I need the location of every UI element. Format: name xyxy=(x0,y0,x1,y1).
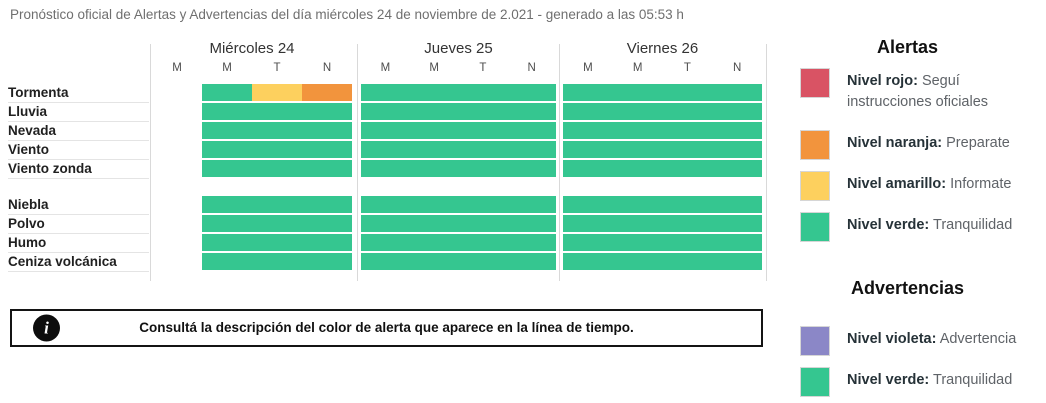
legend-swatch-yellow xyxy=(800,171,830,201)
page-title: Pronóstico oficial de Alertas y Adverten… xyxy=(10,7,684,22)
legend-swatch-orange xyxy=(800,130,830,160)
period-label: T xyxy=(479,62,487,74)
day-header-jueves-25: Jueves 25 xyxy=(424,40,493,57)
info-banner-text: Consultá la descripción del color de ale… xyxy=(139,320,634,335)
info-icon: i xyxy=(33,314,60,342)
legend-heading-alertas: Alertas xyxy=(876,37,939,57)
row-label-viento: Viento xyxy=(8,141,149,160)
forecast-cell-green[interactable] xyxy=(202,84,252,101)
period-label: T xyxy=(683,62,691,74)
period-label: M xyxy=(632,62,643,74)
forecast-cell-green[interactable] xyxy=(563,160,762,177)
forecast-cell-green[interactable] xyxy=(361,141,556,158)
forecast-cell-green[interactable] xyxy=(563,196,762,213)
period-label: M xyxy=(172,62,182,74)
forecast-cell-green[interactable] xyxy=(563,103,762,120)
day-header-mi-rcoles-24: Miércoles 24 xyxy=(209,40,295,57)
legend-swatch-red xyxy=(800,68,830,98)
forecast-cell-green[interactable] xyxy=(202,234,352,251)
forecast-cell-green[interactable] xyxy=(202,122,352,139)
legend-item-level: Nivel naranja: xyxy=(847,135,943,151)
legend-item-text: Nivel naranja: Preparate xyxy=(847,133,1010,154)
legend-item-desc: Advertencia xyxy=(939,331,1017,347)
forecast-cell-green[interactable] xyxy=(361,84,556,101)
forecast-cell-orange[interactable] xyxy=(302,84,352,101)
period-label: M xyxy=(583,62,593,74)
forecast-cell-green[interactable] xyxy=(361,160,556,177)
legend-item-text: Nivel amarillo: Informate xyxy=(847,174,1011,195)
legend-item-level: Nivel verde: xyxy=(847,217,930,233)
legend-item-level: Nivel violeta: xyxy=(847,331,937,347)
forecast-cell-green[interactable] xyxy=(202,141,352,158)
legend-item-text: Nivel verde: Tranquilidad xyxy=(847,370,1012,391)
period-label: N xyxy=(527,62,536,74)
legend-swatch-violet xyxy=(800,326,830,356)
legend-item-desc: Informate xyxy=(950,176,1012,192)
period-label: N xyxy=(732,62,742,74)
table-grid-line xyxy=(766,44,767,281)
forecast-cell-green[interactable] xyxy=(563,141,762,158)
forecast-cell-green[interactable] xyxy=(202,160,352,177)
forecast-cell-green[interactable] xyxy=(361,215,556,232)
table-grid-line xyxy=(150,44,151,281)
legend-item-desc: Tranquilidad xyxy=(933,372,1013,388)
day-header-viernes-26: Viernes 26 xyxy=(626,40,699,57)
legend-item-text: Nivel rojo: Seguí instrucciones oficiale… xyxy=(847,71,1022,113)
forecast-cell-green[interactable] xyxy=(361,103,556,120)
forecast-cell-green[interactable] xyxy=(202,103,352,120)
forecast-cell-green[interactable] xyxy=(202,215,352,232)
row-label-nevada: Nevada xyxy=(8,122,149,141)
forecast-cell-green[interactable] xyxy=(202,196,352,213)
period-label: N xyxy=(322,62,332,74)
period-label: M xyxy=(222,62,232,74)
table-grid-line xyxy=(357,44,358,281)
row-label-lluvia: Lluvia xyxy=(8,103,149,122)
period-label: M xyxy=(380,62,391,74)
legend-item-level: Nivel verde: xyxy=(847,372,930,388)
legend-item-level: Nivel rojo: xyxy=(847,73,918,89)
forecast-cell-green[interactable] xyxy=(361,234,556,251)
legend-item-desc: Preparate xyxy=(946,135,1010,151)
forecast-cell-green[interactable] xyxy=(563,122,762,139)
row-label-tormenta: Tormenta xyxy=(8,84,149,103)
row-label-polvo: Polvo xyxy=(8,215,149,234)
forecast-cell-green[interactable] xyxy=(563,253,762,270)
forecast-cell-green[interactable] xyxy=(361,122,556,139)
legend-item-desc: Seguí instrucciones oficiales xyxy=(847,73,989,110)
table-grid-line xyxy=(559,44,560,281)
forecast-cell-green[interactable] xyxy=(202,253,352,270)
forecast-cell-green[interactable] xyxy=(563,84,762,101)
forecast-cell-green[interactable] xyxy=(361,196,556,213)
forecast-cell-yellow[interactable] xyxy=(252,84,302,101)
legend-swatch-green xyxy=(800,367,830,397)
row-label-viento-zonda: Viento zonda xyxy=(8,160,149,179)
forecast-cell-green[interactable] xyxy=(361,253,556,270)
legend-swatch-green xyxy=(800,212,830,242)
row-label-humo: Humo xyxy=(8,234,149,253)
period-label: M xyxy=(429,62,439,74)
row-label-niebla: Niebla xyxy=(8,196,149,215)
legend-item-level: Nivel amarillo: xyxy=(847,176,947,192)
forecast-cell-green[interactable] xyxy=(563,215,762,232)
forecast-cell-green[interactable] xyxy=(563,234,762,251)
info-banner: i Consultá la descripción del color de a… xyxy=(10,309,763,347)
legend-heading-advertencias: Advertencias xyxy=(850,278,965,298)
legend-item-text: Nivel verde: Tranquilidad xyxy=(847,215,1012,236)
row-label-ceniza-volc-nica: Ceniza volcánica xyxy=(8,253,149,272)
legend-item-desc: Tranquilidad xyxy=(933,217,1013,233)
legend-item-text: Nivel violeta: Advertencia xyxy=(847,329,1016,350)
period-label: T xyxy=(273,62,281,74)
